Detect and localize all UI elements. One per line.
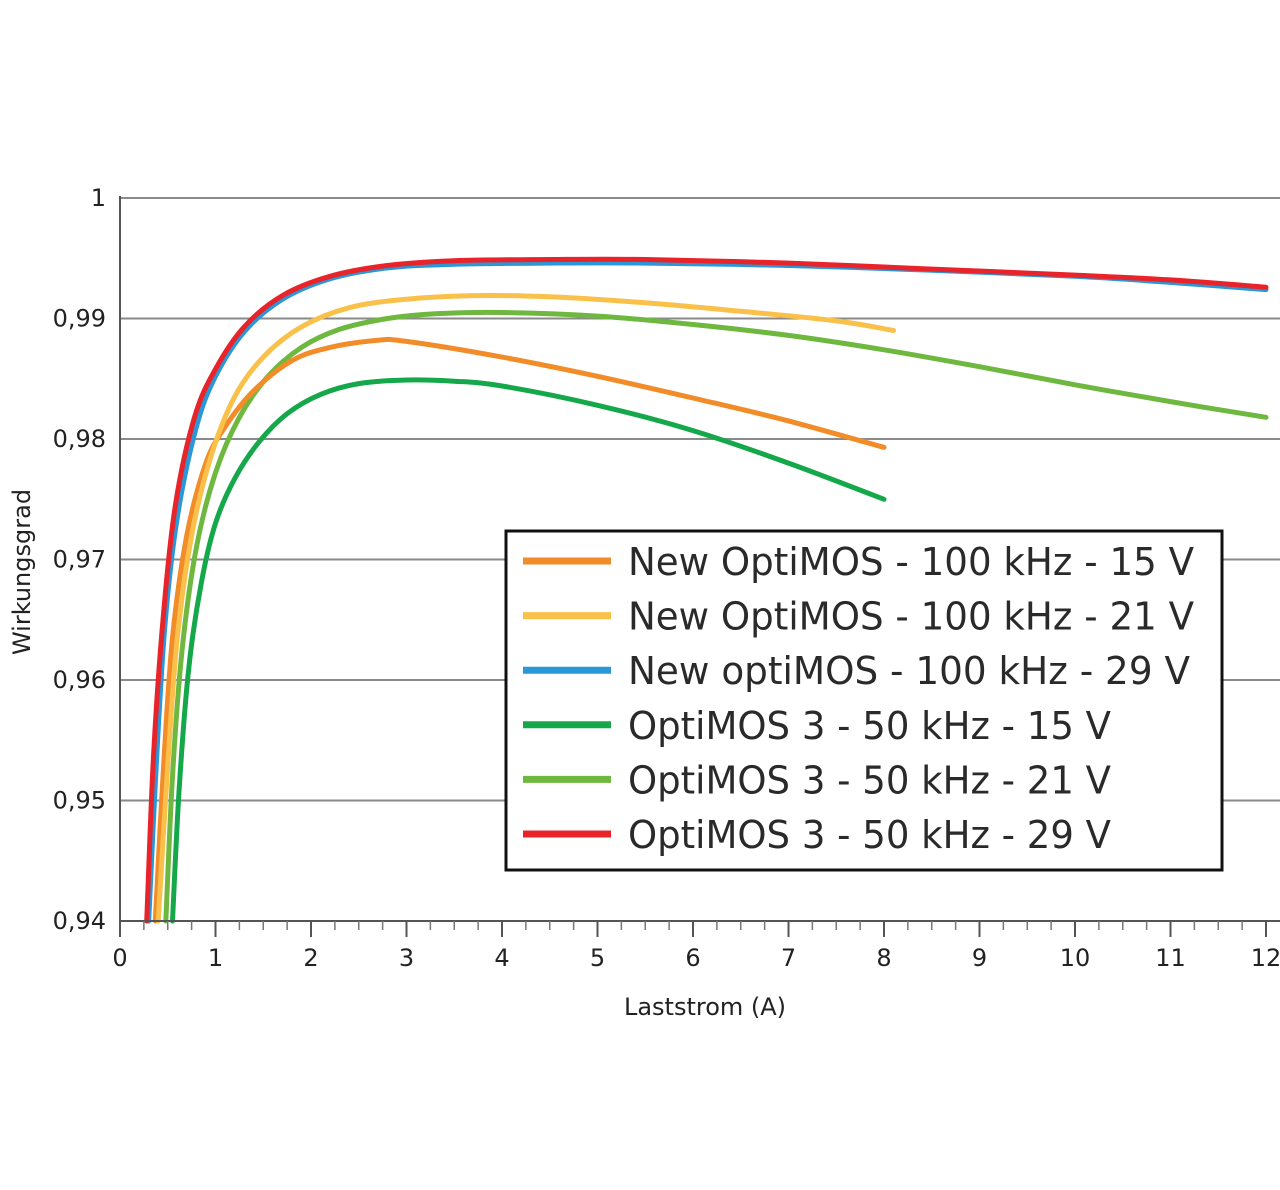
x-tick-label: 1 <box>208 944 223 972</box>
x-tick-label: 12 <box>1251 944 1280 972</box>
legend-label: OptiMOS 3 - 50 kHz - 21 V <box>628 758 1111 802</box>
x-tick-label: 6 <box>685 944 700 972</box>
x-tick-label: 7 <box>781 944 796 972</box>
legend-label: New OptiMOS - 100 kHz - 15 V <box>628 540 1194 584</box>
y-axis-label: Wirkungsgrad <box>8 489 36 655</box>
series-lines <box>144 256 1269 924</box>
x-tick-label: 8 <box>876 944 891 972</box>
y-tick-label: 0,96 <box>53 666 106 694</box>
series-line-new-optimos-100-khz-15-v <box>152 336 887 924</box>
legend: New OptiMOS - 100 kHz - 15 V New OptiMOS … <box>504 529 1224 872</box>
series-line-optimos-3-50-khz-21-v <box>163 309 1269 924</box>
series-line-optimos-3-50-khz-29-v <box>144 256 1269 924</box>
x-tick-label: 0 <box>112 944 127 972</box>
legend-label: New OptiMOS - 100 kHz - 21 V <box>628 595 1194 639</box>
x-tick-label: 2 <box>303 944 318 972</box>
y-tick-label: 0,98 <box>53 425 106 453</box>
x-tick-label: 9 <box>972 944 987 972</box>
y-tick-label: 1 <box>91 184 106 212</box>
x-tick-label: 4 <box>494 944 509 972</box>
series-line-optimos-3-50-khz-15-v <box>170 377 887 924</box>
x-axis-label: Laststrom (A) <box>624 993 786 1021</box>
legend-label: OptiMOS 3 - 50 kHz - 29 V <box>628 813 1111 857</box>
y-tick-label: 0,99 <box>53 305 106 333</box>
x-tick-label: 3 <box>399 944 414 972</box>
axes <box>119 196 1280 937</box>
legend-label: OptiMOS 3 - 50 kHz - 15 V <box>628 704 1111 748</box>
series-line-new-optimos-100-khz-21-v <box>155 292 896 924</box>
y-tick-label: 0,94 <box>53 907 106 935</box>
y-tick-label: 0,97 <box>53 546 106 574</box>
y-tick-label: 0,95 <box>53 787 106 815</box>
legend-label: New optiMOS - 100 kHz - 29 V <box>628 649 1190 693</box>
legend-box <box>504 529 1224 872</box>
x-tick-label: 11 <box>1155 944 1186 972</box>
x-tick-label: 5 <box>590 944 605 972</box>
x-tick-label: 10 <box>1060 944 1091 972</box>
